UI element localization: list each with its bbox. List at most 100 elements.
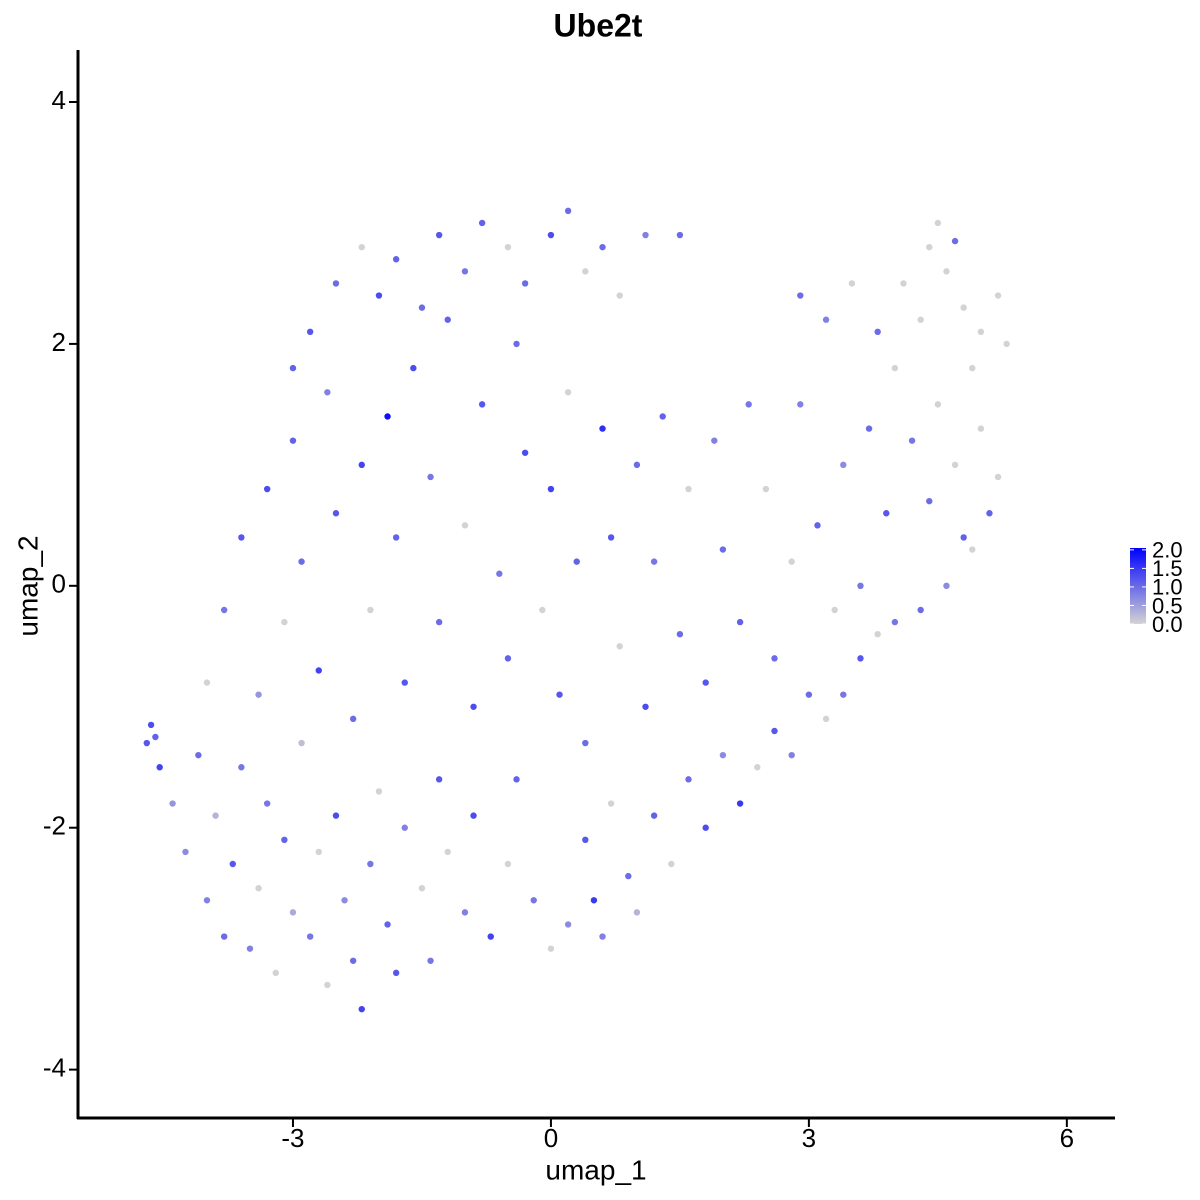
point (943, 582, 950, 590)
point (865, 425, 873, 432)
point (281, 836, 288, 844)
point (272, 969, 279, 977)
point (152, 733, 159, 741)
point (736, 618, 744, 626)
point (874, 328, 881, 336)
point (384, 413, 391, 420)
point (685, 776, 692, 783)
point (392, 534, 400, 541)
point (401, 679, 408, 686)
point (315, 667, 322, 674)
point (470, 812, 477, 819)
point (521, 280, 529, 287)
point (306, 328, 314, 336)
point (564, 921, 572, 928)
point (943, 268, 950, 275)
point (934, 219, 942, 227)
point (238, 534, 245, 541)
y-axis-label: umap_2 (12, 535, 43, 636)
point (547, 485, 555, 493)
point (306, 933, 314, 940)
point (771, 655, 778, 662)
point (315, 848, 322, 856)
point (883, 510, 890, 517)
colorbar-tick-label: 1.5 (1152, 556, 1183, 581)
point (367, 860, 374, 868)
point (435, 231, 443, 239)
point (418, 304, 426, 311)
x-tick-label: 3 (802, 1123, 816, 1153)
point (478, 401, 486, 408)
point (668, 860, 675, 868)
point (156, 764, 163, 771)
point (908, 437, 916, 444)
point (410, 364, 417, 372)
point (418, 884, 426, 892)
point (504, 860, 512, 868)
point (994, 473, 1002, 481)
point (461, 909, 469, 916)
point (349, 715, 357, 723)
colorbar-tick-label: 0.5 (1152, 593, 1183, 618)
point (324, 981, 331, 989)
colorbar-tick-label: 1.0 (1152, 575, 1183, 600)
point (203, 679, 211, 686)
point (805, 691, 813, 698)
point (788, 751, 795, 759)
point (951, 237, 959, 245)
point (220, 606, 228, 614)
point (891, 618, 899, 626)
y-tick-label: -2 (43, 811, 66, 841)
point (504, 243, 512, 251)
point (401, 824, 408, 831)
point (530, 897, 537, 904)
x-tick-label: 6 (1060, 1123, 1074, 1153)
point (702, 824, 709, 831)
point (281, 618, 288, 626)
point (238, 764, 245, 771)
point (633, 461, 641, 469)
point (831, 606, 838, 614)
point (762, 485, 770, 493)
point (169, 800, 176, 807)
point (719, 546, 727, 553)
point (375, 292, 383, 299)
point (392, 969, 400, 977)
y-tick-label: 0 (52, 569, 66, 599)
point (435, 618, 443, 626)
point (607, 800, 615, 807)
chart-title: Ube2t (554, 7, 643, 43)
point (926, 243, 933, 251)
point (547, 945, 555, 952)
point (263, 485, 271, 493)
point (478, 219, 486, 227)
point (719, 751, 727, 759)
point (582, 836, 589, 844)
point (182, 848, 189, 856)
point (487, 933, 494, 940)
point (255, 884, 262, 892)
point (1003, 340, 1010, 348)
point (599, 425, 606, 432)
point (358, 1005, 365, 1013)
x-tick-label: 0 (544, 1123, 558, 1153)
point (711, 437, 718, 444)
point (607, 534, 615, 541)
point (788, 558, 795, 565)
point (969, 364, 976, 372)
x-axis-label: umap_1 (545, 1154, 646, 1185)
point (848, 280, 856, 287)
y-tick-label: -4 (43, 1052, 66, 1082)
points (143, 207, 1010, 1013)
point (289, 364, 297, 372)
point (289, 437, 297, 444)
point (771, 727, 778, 735)
point (685, 485, 692, 493)
point (926, 497, 933, 505)
point (444, 848, 451, 856)
point (745, 401, 752, 408)
point (461, 522, 469, 529)
point (427, 473, 434, 481)
point (582, 268, 589, 275)
